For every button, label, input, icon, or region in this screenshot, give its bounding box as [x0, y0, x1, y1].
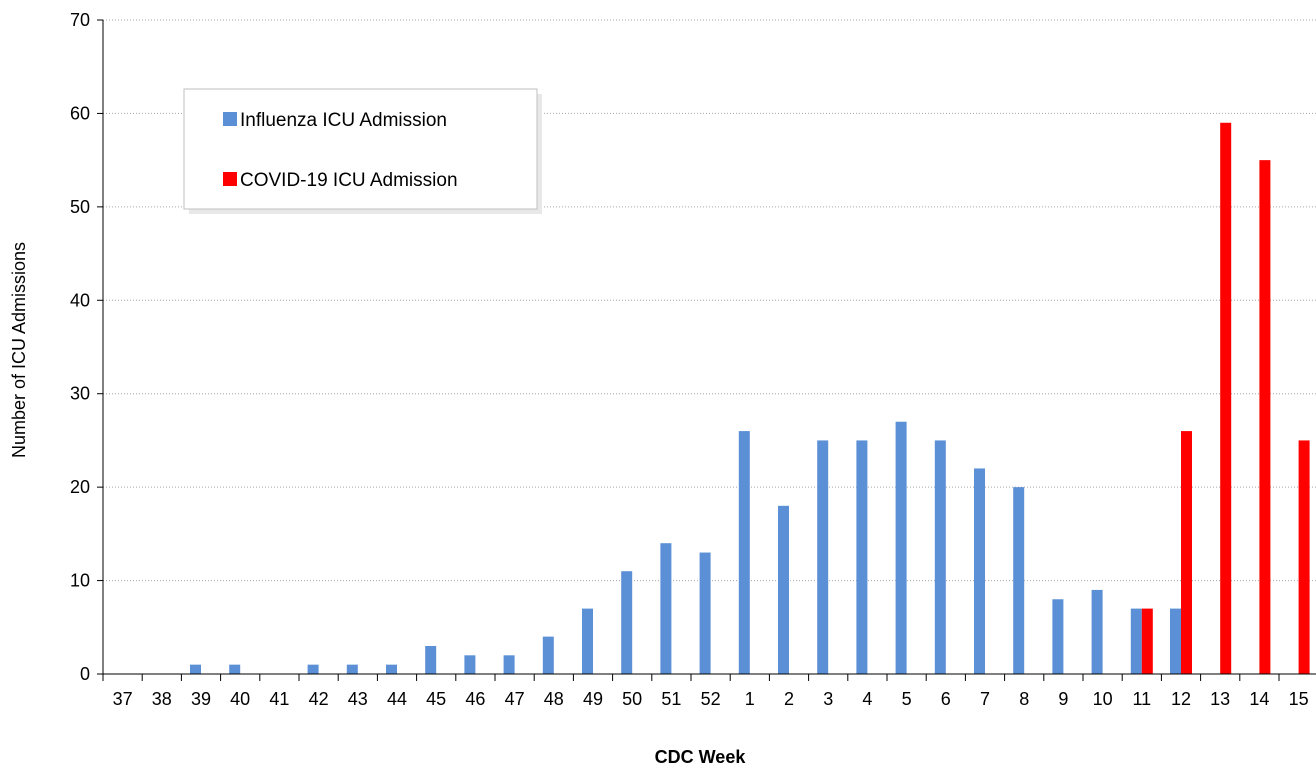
x-tick-label: 50: [622, 689, 642, 709]
bar-influenza: [974, 468, 985, 674]
y-tick-label: 70: [70, 10, 90, 30]
bar-influenza: [425, 645, 437, 674]
x-tick-label: 42: [309, 689, 329, 709]
legend-swatch: [223, 172, 237, 186]
bar-influenza: [542, 636, 554, 674]
bar-influenza: [621, 571, 633, 674]
x-tick-label: 48: [544, 689, 564, 709]
y-tick-label: 0: [80, 664, 90, 684]
bar-influenza: [817, 440, 829, 674]
bar-influenza: [1091, 589, 1103, 674]
x-tick-label: 47: [505, 689, 525, 709]
legend: Influenza ICU Admission COVID-19 ICU Admi…: [183, 88, 542, 214]
y-tick-label: 30: [70, 384, 90, 404]
bar-influenza: [934, 440, 946, 674]
x-tick-label: 11: [1132, 689, 1151, 709]
bar-influenza: [229, 664, 241, 674]
axes: [97, 19, 1316, 681]
x-tick-label: 3: [823, 689, 833, 709]
legend-swatch: [223, 112, 237, 126]
bar-influenza: [1052, 599, 1064, 674]
bar-covid19: [1220, 122, 1232, 675]
x-tick-label: 40: [230, 689, 250, 709]
bar-influenza: [699, 552, 711, 674]
bar-covid19: [1298, 440, 1310, 674]
bar-influenza: [190, 664, 201, 674]
bar-influenza: [1013, 487, 1025, 674]
bar-influenza: [503, 655, 515, 674]
legend-label: COVID-19 ICU Admission: [240, 170, 458, 191]
x-tick-label: 44: [387, 689, 407, 709]
y-tick-label: 20: [70, 477, 90, 497]
x-tick-label: 45: [426, 689, 446, 709]
x-tick-label: 46: [465, 689, 485, 709]
x-tick-label: 5: [902, 689, 912, 709]
x-tick-label: 4: [862, 689, 872, 709]
x-tick-label: 1: [745, 689, 755, 709]
x-tick-label: 6: [941, 689, 951, 709]
bar-influenza: [660, 543, 672, 674]
legend-box: [183, 88, 538, 210]
y-tick-label: 40: [70, 290, 90, 310]
x-tick-label: 41: [269, 689, 289, 709]
x-tick-label: 2: [784, 689, 794, 709]
bar-influenza: [582, 608, 593, 674]
x-tick-label: 52: [701, 689, 721, 709]
x-tick-label: 13: [1210, 689, 1230, 709]
bar-influenza: [1130, 608, 1142, 674]
y-tick-label: 10: [70, 571, 90, 591]
y-axis-title: Number of ICU Admissions: [9, 242, 29, 458]
bar-covid19: [1181, 431, 1192, 674]
x-tick-label: 10: [1093, 689, 1113, 709]
legend-label: Influenza ICU Admission: [240, 110, 447, 131]
x-tick-label: 15: [1289, 689, 1309, 709]
y-tick-label: 50: [70, 197, 90, 217]
x-tick-label: 51: [661, 689, 681, 709]
bar-influenza: [778, 505, 789, 674]
bars: [190, 122, 1310, 675]
bar-influenza: [464, 655, 476, 674]
bar-influenza: [895, 421, 907, 674]
x-tick-label: 14: [1249, 689, 1269, 709]
x-tick-label: 49: [583, 689, 603, 709]
x-tick-label: 9: [1058, 689, 1068, 709]
bar-influenza: [856, 440, 868, 674]
x-tick-label: 38: [152, 689, 172, 709]
bar-influenza: [307, 664, 319, 674]
x-tick-label: 12: [1171, 689, 1191, 709]
x-tick-label: 43: [348, 689, 368, 709]
bar-influenza: [1170, 608, 1181, 674]
bar-covid19: [1141, 608, 1153, 674]
x-tick-label: 8: [1019, 689, 1029, 709]
x-tick-label: 7: [980, 689, 990, 709]
legend-items: Influenza ICU Admission COVID-19 ICU Admi…: [223, 110, 458, 191]
x-axis-title: CDC Week: [655, 747, 747, 767]
y-tick-label: 60: [70, 103, 90, 123]
x-tick-label: 37: [113, 689, 133, 709]
bar-influenza: [386, 664, 397, 674]
bar-covid19: [1259, 160, 1271, 675]
bar-influenza: [346, 664, 358, 674]
bar-influenza: [738, 431, 750, 674]
x-tick-label: 39: [191, 689, 211, 709]
